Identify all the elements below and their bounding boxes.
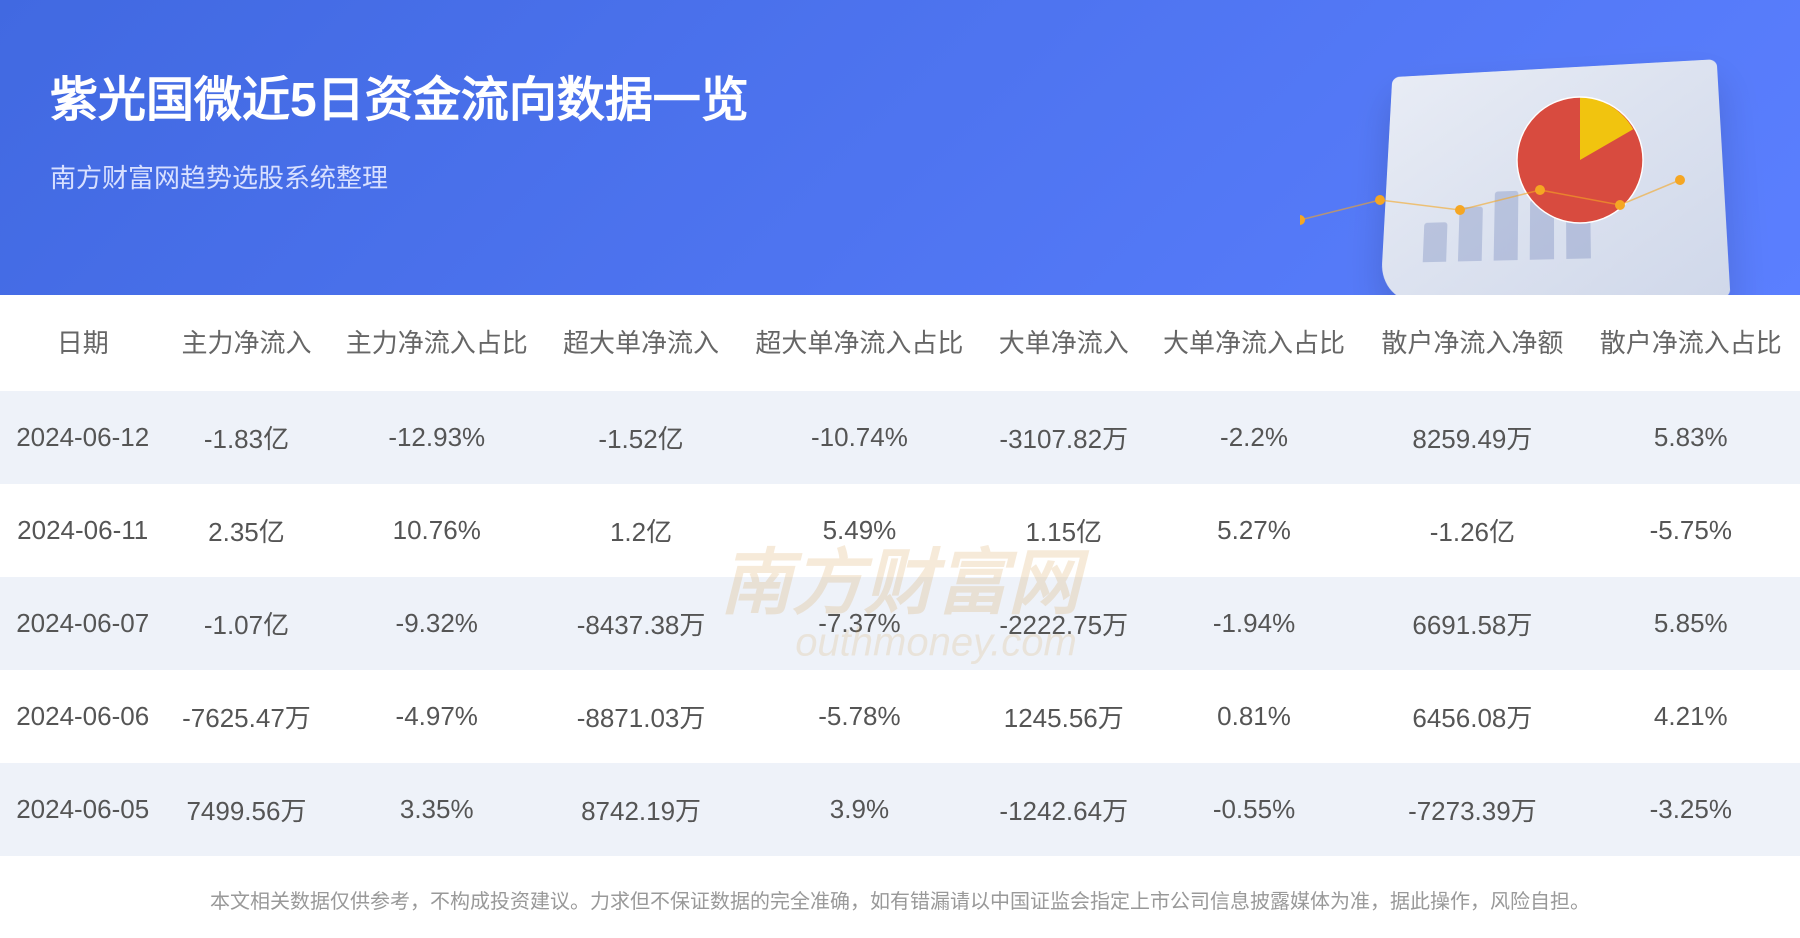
table-row: 2024-06-112.35亿10.76%1.2亿5.49%1.15亿5.27%… — [0, 484, 1800, 577]
table-cell: 5.83% — [1582, 391, 1800, 484]
table-cell: 2.35亿 — [165, 484, 327, 577]
table-cell: -1242.64万 — [983, 763, 1145, 856]
fund-flow-table: 日期主力净流入主力净流入占比超大单净流入超大单净流入占比大单净流入大单净流入占比… — [0, 295, 1800, 856]
table-cell: -1.83亿 — [165, 391, 327, 484]
table-cell: 8259.49万 — [1363, 391, 1581, 484]
table-column-header: 日期 — [0, 295, 165, 391]
table-cell: 0.81% — [1145, 670, 1363, 763]
table-column-header: 散户净流入净额 — [1363, 295, 1581, 391]
table-column-header: 超大单净流入 — [546, 295, 736, 391]
table-cell: -3107.82万 — [983, 391, 1145, 484]
table-cell: -5.78% — [736, 670, 982, 763]
table-cell: 6691.58万 — [1363, 577, 1581, 670]
table-cell: -1.94% — [1145, 577, 1363, 670]
table-cell: 2024-06-07 — [0, 577, 165, 670]
table-cell: -3.25% — [1582, 763, 1800, 856]
table-header: 日期主力净流入主力净流入占比超大单净流入超大单净流入占比大单净流入大单净流入占比… — [0, 295, 1800, 391]
table-cell: 3.9% — [736, 763, 982, 856]
table-cell: -0.55% — [1145, 763, 1363, 856]
table-cell: 1245.56万 — [983, 670, 1145, 763]
table-cell: 5.49% — [736, 484, 982, 577]
table-cell: 2024-06-11 — [0, 484, 165, 577]
table-cell: -7625.47万 — [165, 670, 327, 763]
table-row: 2024-06-057499.56万3.35%8742.19万3.9%-1242… — [0, 763, 1800, 856]
table-column-header: 超大单净流入占比 — [736, 295, 982, 391]
table-cell: 2024-06-12 — [0, 391, 165, 484]
table-cell: -2.2% — [1145, 391, 1363, 484]
table-row: 2024-06-06-7625.47万-4.97%-8871.03万-5.78%… — [0, 670, 1800, 763]
table-cell: 2024-06-06 — [0, 670, 165, 763]
table-cell: 1.2亿 — [546, 484, 736, 577]
header-banner: 紫光国微近5日资金流向数据一览 南方财富网趋势选股系统整理 — [0, 0, 1800, 295]
table-cell: 6456.08万 — [1363, 670, 1581, 763]
table-cell: -1.26亿 — [1363, 484, 1581, 577]
table-cell: 2024-06-05 — [0, 763, 165, 856]
table-cell: -7273.39万 — [1363, 763, 1581, 856]
table-container: 南方财富网 outhmoney.com 日期主力净流入主力净流入占比超大单净流入… — [0, 295, 1800, 856]
table-cell: 4.21% — [1582, 670, 1800, 763]
table-column-header: 主力净流入占比 — [328, 295, 546, 391]
table-cell: -9.32% — [328, 577, 546, 670]
table-cell: -5.75% — [1582, 484, 1800, 577]
table-row: 2024-06-07-1.07亿-9.32%-8437.38万-7.37%-22… — [0, 577, 1800, 670]
table-cell: 5.27% — [1145, 484, 1363, 577]
table-cell: -10.74% — [736, 391, 982, 484]
header-illustration — [1320, 40, 1740, 295]
table-row: 2024-06-12-1.83亿-12.93%-1.52亿-10.74%-310… — [0, 391, 1800, 484]
table-column-header: 散户净流入占比 — [1582, 295, 1800, 391]
table-cell: -8437.38万 — [546, 577, 736, 670]
table-cell: 10.76% — [328, 484, 546, 577]
table-cell: -12.93% — [328, 391, 546, 484]
table-cell: 3.35% — [328, 763, 546, 856]
table-cell: -1.52亿 — [546, 391, 736, 484]
table-column-header: 主力净流入 — [165, 295, 327, 391]
table-cell: -8871.03万 — [546, 670, 736, 763]
table-cell: -7.37% — [736, 577, 982, 670]
table-cell: -1.07亿 — [165, 577, 327, 670]
disclaimer-text: 本文相关数据仅供参考，不构成投资建议。力求但不保证数据的完全准确，如有错漏请以中… — [0, 856, 1800, 938]
table-cell: -2222.75万 — [983, 577, 1145, 670]
table-body: 2024-06-12-1.83亿-12.93%-1.52亿-10.74%-310… — [0, 391, 1800, 856]
table-cell: 5.85% — [1582, 577, 1800, 670]
page-container: 紫光国微近5日资金流向数据一览 南方财富网趋势选股系统整理 南方财富网 outh… — [0, 0, 1800, 928]
dots-line-graphic — [1300, 160, 1700, 260]
table-column-header: 大单净流入占比 — [1145, 295, 1363, 391]
table-cell: -4.97% — [328, 670, 546, 763]
table-cell: 8742.19万 — [546, 763, 736, 856]
table-column-header: 大单净流入 — [983, 295, 1145, 391]
table-cell: 1.15亿 — [983, 484, 1145, 577]
table-cell: 7499.56万 — [165, 763, 327, 856]
